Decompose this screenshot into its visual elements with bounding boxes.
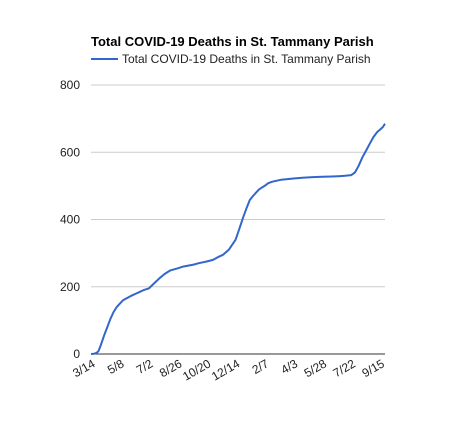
- x-tick-label: 7/22: [331, 356, 359, 380]
- x-tick-label: 5/28: [302, 356, 330, 380]
- legend: Total COVID-19 Deaths in St. Tammany Par…: [91, 51, 371, 67]
- x-tick-label: 9/15: [360, 356, 388, 380]
- y-axis-ticks: 0 200 400 600 800: [60, 78, 80, 361]
- series-line-covid-deaths: [90, 123, 386, 355]
- x-tick-label: 5/8: [105, 356, 127, 377]
- x-tick-label: 7/2: [134, 356, 156, 377]
- y-tick-label: 400: [60, 213, 80, 227]
- y-tick-label: 200: [60, 280, 80, 294]
- x-tick-label: 10/20: [180, 356, 213, 383]
- x-tick-label: 4/3: [279, 356, 301, 377]
- legend-label: Total COVID-19 Deaths in St. Tammany Par…: [122, 52, 371, 66]
- x-tick-label: 2/7: [250, 356, 272, 377]
- legend-swatch: [91, 58, 118, 60]
- y-tick-label: 0: [73, 347, 80, 361]
- x-tick-label: 8/26: [157, 356, 185, 380]
- gridlines: [91, 84, 385, 288]
- y-tick-label: 800: [60, 78, 80, 92]
- chart-title: Total COVID-19 Deaths in St. Tammany Par…: [91, 34, 374, 49]
- x-tick-label: 12/14: [209, 356, 242, 383]
- y-tick-label: 600: [60, 145, 80, 159]
